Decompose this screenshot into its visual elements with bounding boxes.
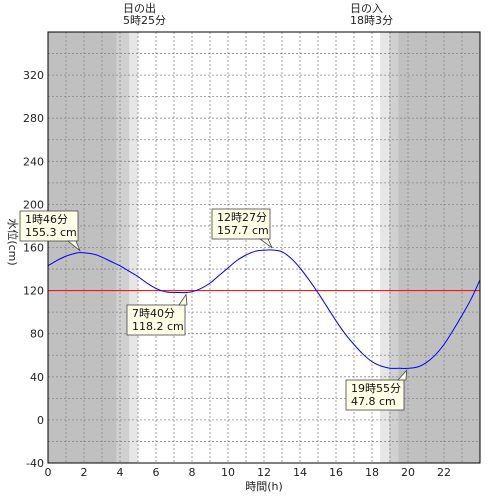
y-axis-title: 水位(cm) — [6, 218, 20, 265]
sunrise-label: 日の出 — [123, 1, 156, 15]
annotation-value: 155.3 cm — [25, 226, 77, 239]
y-tick-label: 160 — [23, 242, 44, 255]
x-tick-label: 16 — [329, 466, 343, 479]
x-tick-label: 6 — [153, 466, 160, 479]
x-tick-label: 12 — [257, 466, 271, 479]
x-tick-label: 14 — [293, 466, 307, 479]
y-tick-label: 120 — [23, 285, 44, 298]
annotation-box — [211, 208, 271, 240]
x-tick-label: 10 — [221, 466, 235, 479]
x-tick-label: 20 — [401, 466, 415, 479]
day-band — [138, 32, 381, 463]
y-tick-label: -40 — [26, 457, 44, 470]
annotation-pointer — [397, 369, 408, 381]
y-tick-label: 240 — [23, 155, 44, 168]
x-tick-label: 8 — [189, 466, 196, 479]
x-axis-title: 時間(h) — [245, 480, 283, 493]
plot-frame — [47, 31, 481, 464]
y-tick-label: 280 — [23, 112, 44, 125]
series-layer — [47, 249, 481, 369]
annotation-time: 1時46分 — [25, 213, 68, 226]
sunrise-time: 5時25分 — [123, 14, 166, 27]
x-tick-label: 4 — [117, 466, 124, 479]
tick-labels-layer: 0 2 4 6 8 10 12 14 16 18 20 22-40040801201602002402… — [23, 69, 451, 479]
annotation-time: 7時40分 — [132, 307, 175, 320]
night-band-morning — [48, 32, 117, 463]
twilight-dark-morning — [116, 32, 130, 463]
annotation-pointer — [178, 293, 188, 306]
annotation-time: 19時55分 — [351, 382, 401, 395]
x-tick-label: 2 — [81, 466, 88, 479]
annotation-box — [126, 304, 186, 336]
annotation-box — [19, 210, 79, 242]
x-tick-label: 0 — [45, 466, 52, 479]
annotation-value: 47.8 cm — [351, 395, 396, 408]
tide-series-line — [47, 249, 481, 369]
sunset-label: 日の入 — [350, 2, 383, 15]
annotation-box — [345, 379, 405, 411]
y-tick-label: 320 — [23, 69, 44, 82]
annotation-value: 157.7 cm — [217, 224, 269, 237]
x-tick-label: 22 — [437, 466, 451, 479]
y-tick-label: 40 — [30, 371, 44, 384]
x-tick-label: 18 — [365, 466, 379, 479]
night-band-evening — [398, 32, 480, 463]
y-tick-label: 200 — [23, 198, 44, 211]
sunset-time: 18時3分 — [350, 14, 393, 27]
annotation-value: 118.2 cm — [132, 320, 184, 333]
y-tick-label: 80 — [30, 328, 44, 341]
annotation-pointer — [66, 240, 81, 252]
annotation-time: 12時27分 — [217, 211, 267, 224]
annotation-pointer — [258, 238, 273, 249]
y-tick-label: 0 — [37, 414, 44, 427]
grid-lines — [48, 32, 480, 463]
